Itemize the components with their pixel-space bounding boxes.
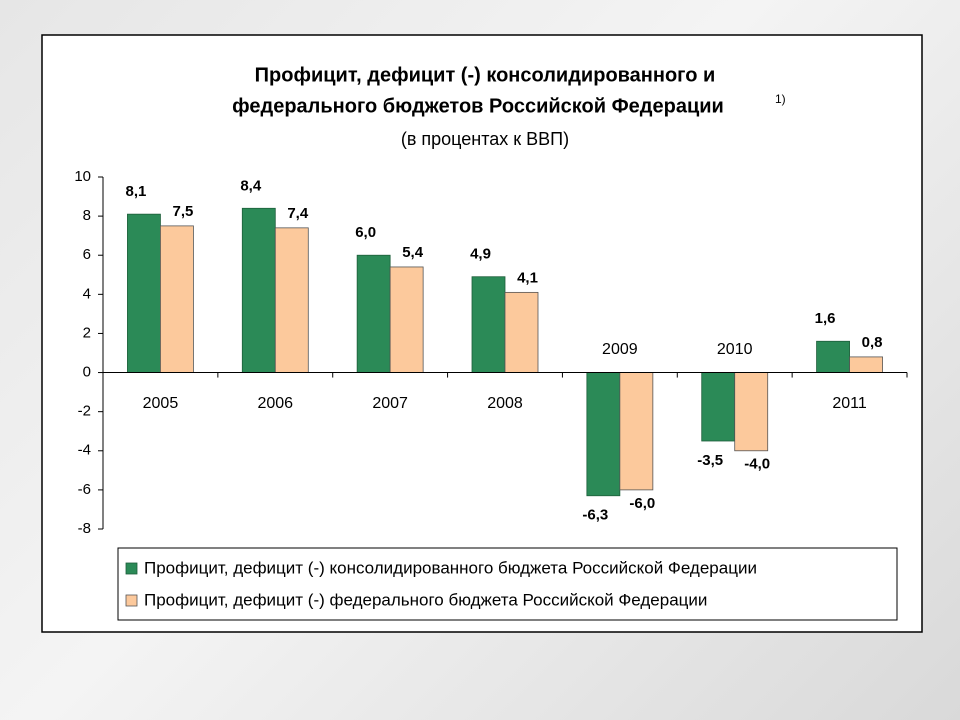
y-tick-label: 8 [83,207,91,224]
bar [389,266,424,373]
value-label: 8,1 [125,183,146,200]
value-label: 4,9 [470,246,491,263]
value-label: -3,5 [697,452,723,469]
y-tick-label: 6 [83,246,91,263]
value-label: 1,6 [815,310,836,327]
value-label: 6,0 [355,224,376,241]
x-tick-label: 2009 [602,341,638,358]
bar [619,372,654,491]
x-tick-label: 2006 [257,395,293,412]
bar [586,372,621,497]
bar [816,340,850,373]
x-tick-label: 2010 [717,341,753,358]
bar [504,291,539,373]
chart-title: Профицит, дефицит (-) консолидированного… [255,64,716,86]
y-tick-label: 4 [83,285,91,302]
value-label: -6,3 [582,507,608,524]
y-tick-label: 10 [74,168,91,185]
y-tick-label: -4 [78,442,91,459]
value-label: 5,4 [402,244,424,261]
x-tick-label: 2011 [832,395,867,412]
x-tick-label: 2005 [143,395,179,412]
bar [701,372,736,442]
value-label: 7,4 [287,205,309,222]
value-label: 7,5 [172,203,193,220]
chart-subtitle: (в процентах к ВВП) [401,129,569,149]
chart-title: федерального бюджетов Российской Федерац… [232,95,724,117]
bar [849,356,883,373]
bar [160,225,194,373]
y-tick-label: 2 [83,324,91,341]
bar [471,276,506,373]
bar [241,207,276,373]
value-label: -4,0 [744,456,770,473]
x-tick-label: 2008 [487,395,523,412]
bar [734,372,769,452]
value-label: -6,0 [629,495,655,512]
bar [127,213,161,373]
legend-swatch [125,594,138,607]
y-tick-label: -2 [78,403,91,420]
value-label: 4,1 [517,269,538,286]
x-tick-label: 2007 [372,395,408,412]
y-tick-label: 0 [83,364,91,381]
bar [356,254,391,373]
title-note: 1) [775,92,786,106]
legend-label: Профицит, дефицит (-) консолидированного… [144,558,757,577]
y-tick-label: -8 [78,520,91,537]
legend-swatch [125,562,138,575]
y-tick-label: -6 [78,481,91,498]
legend [117,547,898,621]
value-label: 8,4 [240,177,262,194]
value-label: 0,8 [862,334,883,351]
bar [274,227,309,373]
legend-label: Профицит, дефицит (-) федерального бюдже… [144,590,707,609]
